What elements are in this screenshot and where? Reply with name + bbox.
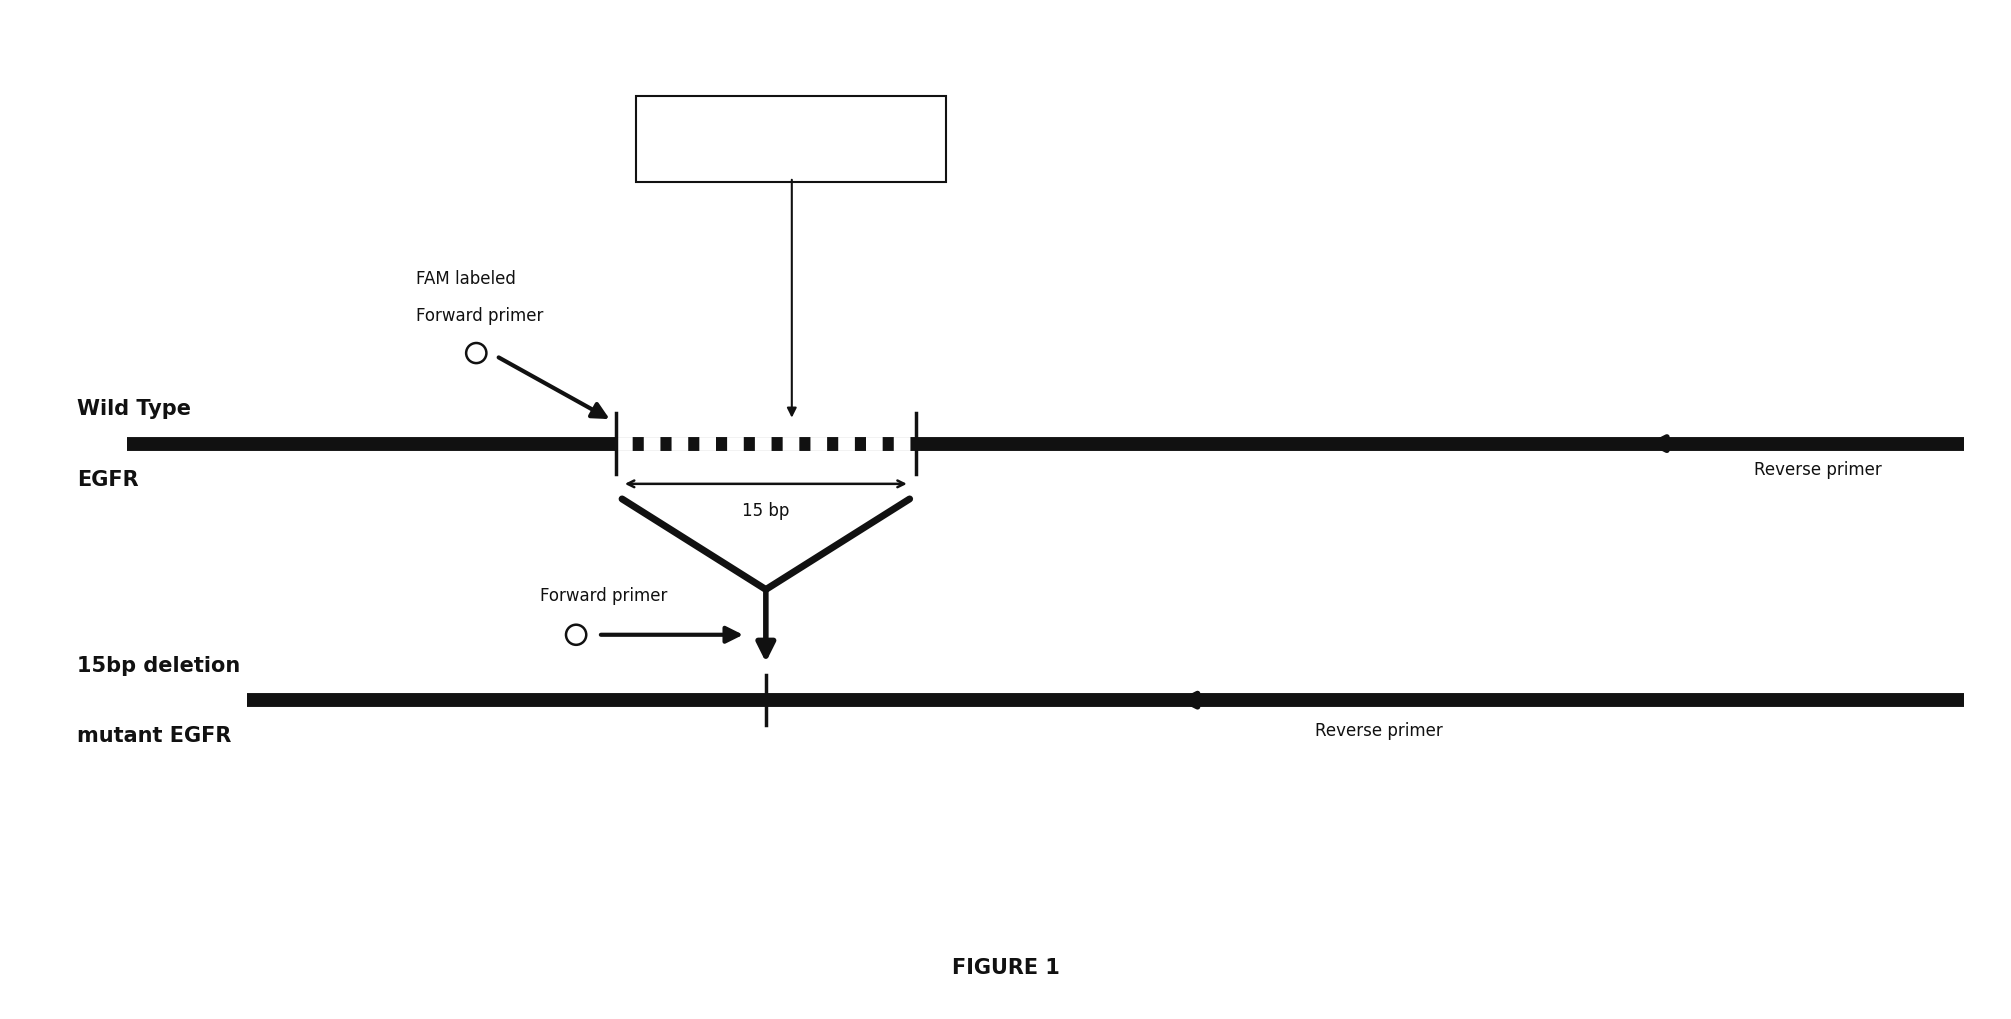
Text: EGFR: EGFR <box>76 470 139 489</box>
Text: Forward primer: Forward primer <box>541 586 668 604</box>
Text: mutant EGFR: mutant EGFR <box>76 726 231 746</box>
Text: Reverse primer: Reverse primer <box>1754 461 1882 478</box>
Ellipse shape <box>565 625 587 645</box>
Text: FIGURE 1: FIGURE 1 <box>951 957 1060 977</box>
Text: Mse I cut site: Mse I cut site <box>736 131 847 149</box>
Text: Wild Type: Wild Type <box>76 399 191 419</box>
Text: 15bp deletion: 15bp deletion <box>76 655 239 676</box>
FancyBboxPatch shape <box>635 98 945 182</box>
Text: FAM labeled: FAM labeled <box>416 269 517 287</box>
Text: Reverse primer: Reverse primer <box>1315 721 1442 740</box>
Ellipse shape <box>467 343 487 364</box>
Text: Forward primer: Forward primer <box>416 307 543 324</box>
Text: 15 bp: 15 bp <box>742 501 790 520</box>
